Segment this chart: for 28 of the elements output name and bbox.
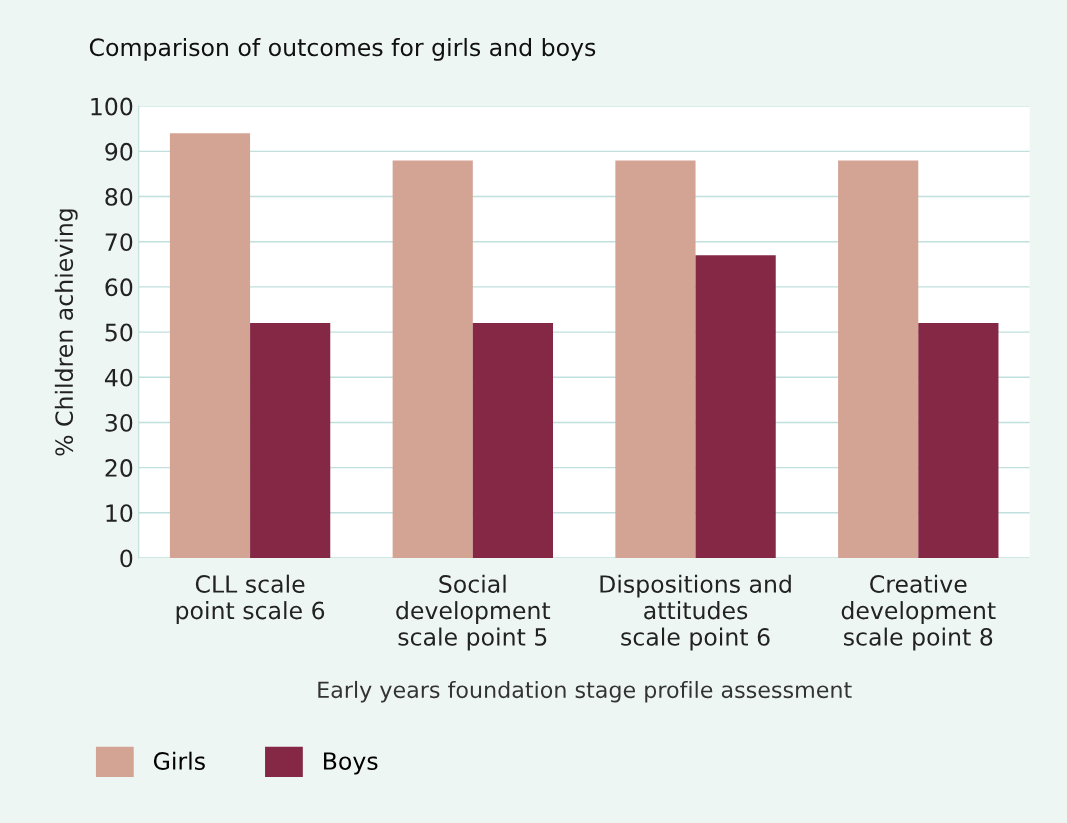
y-tick-label: 30 [105, 413, 133, 432]
legend-label: Girls [153, 751, 205, 770]
bar [250, 323, 331, 558]
bar [169, 133, 251, 558]
x-tick-label: Dispositions and attitudes scale point 6 [600, 574, 791, 651]
y-tick-label: 50 [105, 323, 133, 342]
y-axis-title: % Children achieving [54, 209, 78, 456]
bar [472, 323, 553, 558]
x-tick-label: Social development scale point 5 [396, 574, 551, 651]
y-tick-label: 20 [105, 459, 133, 477]
y-tick-label: 90 [105, 142, 133, 161]
bar [695, 255, 776, 558]
y-tick-label: 60 [105, 278, 133, 297]
y-tick-label: 40 [104, 368, 133, 387]
y-tick-label: 100 [91, 97, 133, 116]
x-tick-label: Creative development scale point 8 [841, 574, 996, 651]
x-axis-title: Early years foundation stage profile assessment [318, 680, 852, 703]
bar [838, 160, 919, 558]
chart-title: Comparison of outcomes for girls and boys [89, 37, 596, 61]
legend-label: Boys [324, 752, 378, 775]
bar [918, 323, 999, 558]
y-tick-label: 0 [120, 549, 133, 568]
bar [392, 160, 473, 558]
bar [615, 160, 696, 558]
y-tick-label: 70 [105, 233, 133, 252]
y-tick-label: 80 [105, 187, 133, 206]
x-tick-label: CLL scale point scale 6 [176, 574, 325, 624]
y-tick-label: 10 [106, 504, 133, 523]
